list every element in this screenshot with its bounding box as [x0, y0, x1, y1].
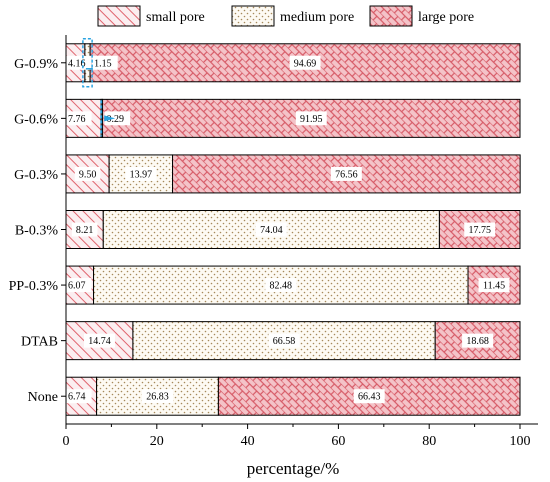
y-category-label-none: None: [28, 390, 58, 405]
value-label-b-0-3-medium-pore: 74.04: [260, 225, 283, 236]
y-category-label-dtab: DTAB: [21, 335, 58, 350]
x-tick-label-0: 0: [63, 434, 70, 449]
value-label-pp-0-3-medium-pore: 82.48: [270, 281, 293, 292]
value-label-bg: [462, 333, 494, 348]
value-label-bg: [83, 333, 115, 348]
x-tick-label-80: 80: [422, 434, 436, 449]
value-label-bg: [255, 222, 287, 237]
legend-swatch-large-pore: [369, 5, 413, 27]
legend-swatch-small-pore: [97, 5, 141, 27]
bar-b-0-3-large-pore: [438, 210, 521, 249]
value-label-bg: [295, 111, 327, 126]
value-label-b-0-3-small-pore: 8.21: [76, 225, 94, 236]
value-label-dtab-small-pore: 14.74: [88, 336, 111, 347]
y-category-label-g-0-3: G-0.3%: [14, 168, 58, 183]
value-label-bg: [142, 389, 174, 404]
value-label-b-0-3-large-pore: 17.75: [468, 225, 491, 236]
value-label-g-0-9-small-pore: 4.16: [68, 58, 86, 69]
legend-label-large-pore: large pore: [418, 10, 474, 25]
legend-label-small-pore: small pore: [146, 10, 205, 25]
value-label-dtab-large-pore: 18.68: [466, 336, 489, 347]
x-axis-title: percentage/%: [247, 459, 340, 478]
value-label-bg: [268, 333, 300, 348]
value-label-bg: [66, 389, 92, 404]
value-label-pp-0-3-small-pore: 6.07: [68, 281, 86, 292]
highlight-box-g09-medium: [82, 38, 93, 88]
x-tick-label-100: 100: [510, 434, 531, 449]
value-label-g-0-6-large-pore: 91.95: [300, 114, 323, 125]
value-label-bg: [66, 278, 92, 293]
value-label-g-0-3-small-pore: 9.50: [79, 169, 97, 180]
legend: small pore medium pore large pore: [97, 5, 474, 27]
value-label-none-medium-pore: 26.83: [146, 392, 169, 403]
value-label-bg: [265, 278, 297, 293]
y-category-label-g-0-9: G-0.9%: [14, 57, 58, 72]
value-label-g-0-9-medium-pore: 1.15: [94, 58, 112, 69]
value-label-bg: [289, 55, 321, 70]
value-label-bg: [330, 166, 362, 181]
axes-group: 0 20 40 60 80 100 G-0.9% G-0.6% G-0.3% B-0.3% PP-0…: [9, 35, 538, 449]
y-category-label-b-0-3: B-0.3%: [15, 224, 59, 239]
x-tick-label-60: 60: [331, 434, 345, 449]
value-label-dtab-medium-pore: 66.58: [273, 336, 296, 347]
legend-label-medium-pore: medium pore: [280, 10, 354, 25]
value-label-bg: [464, 222, 496, 237]
y-category-label-g-0-6: G-0.6%: [14, 112, 58, 127]
value-label-pp-0-3-large-pore: 11.45: [483, 281, 505, 292]
value-labels-group: 4.16 1.15 94.69 7.76 0.29 91.95 9.50 13.97 76.56…: [66, 55, 510, 404]
value-label-bg: [92, 55, 118, 70]
value-label-bg: [353, 389, 385, 404]
y-category-label-pp-0-3: PP-0.3%: [9, 279, 59, 294]
value-label-bg: [71, 222, 98, 237]
x-tick-label-40: 40: [241, 434, 255, 449]
highlight-arrow-g06: [104, 115, 116, 122]
value-label-g-0-3-medium-pore: 13.97: [130, 169, 153, 180]
value-label-bg: [478, 278, 510, 293]
legend-swatch-medium-pore: [231, 5, 275, 27]
value-label-bg: [125, 166, 157, 181]
value-label-bg: [66, 111, 92, 126]
value-label-bg: [66, 55, 92, 70]
value-label-g-0-9-large-pore: 94.69: [294, 58, 317, 69]
value-label-none-small-pore: 6.74: [68, 392, 86, 403]
value-label-g-0-3-large-pore: 76.56: [335, 169, 358, 180]
value-label-bg: [74, 166, 101, 181]
value-label-g-0-6-medium-pore: 0.29: [107, 114, 125, 125]
value-label-none-large-pore: 66.43: [358, 392, 381, 403]
x-tick-label-20: 20: [150, 434, 164, 449]
value-label-bg: [104, 111, 131, 126]
highlight-markers: [82, 38, 116, 137]
value-label-g-0-6-small-pore: 7.76: [68, 114, 86, 125]
bars-group: [65, 43, 521, 416]
